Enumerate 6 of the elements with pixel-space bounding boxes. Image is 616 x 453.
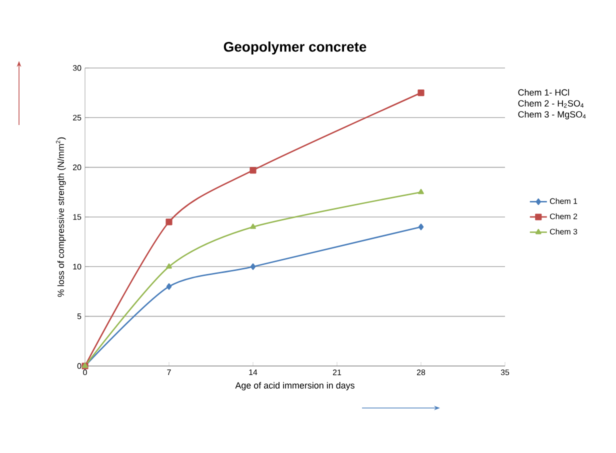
- x-axis-title: Age of acid immersion in days: [235, 382, 354, 390]
- y-axis-title: % loss of compressive strength (N/mm$^{2}$): [56, 137, 66, 297]
- text: Chem 3 - MgSO$_{4}$: [518, 110, 586, 120]
- text: Chem 1- HCl: [518, 89, 570, 96]
- chart-title: Geopolymer concrete: [224, 41, 366, 54]
- text: Chem 2 - H$_{2}$SO$_{4}$: [518, 100, 584, 108]
